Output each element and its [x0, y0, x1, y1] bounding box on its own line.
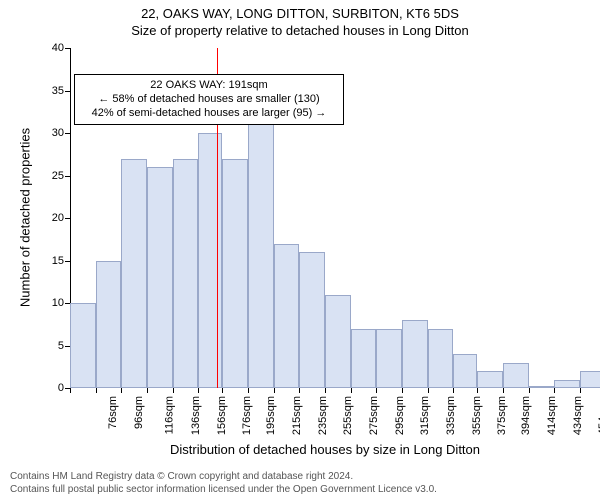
bar [299, 252, 325, 388]
xtick-mark [248, 388, 249, 393]
bar [325, 295, 351, 389]
xtick-label: 275sqm [368, 396, 380, 435]
xtick-mark [503, 388, 504, 393]
xtick-mark [274, 388, 275, 393]
bar [453, 354, 477, 388]
xtick-mark [554, 388, 555, 393]
annotation-line2: ← 58% of detached houses are smaller (13… [81, 93, 337, 107]
bar [529, 386, 555, 388]
ytick-mark [65, 176, 70, 177]
xtick-mark [477, 388, 478, 393]
xtick-mark [173, 388, 174, 393]
xtick-label: 335sqm [445, 396, 457, 435]
bar [222, 159, 248, 389]
footer-text: Contains HM Land Registry data © Crown c… [10, 471, 437, 496]
ytick-mark [65, 303, 70, 304]
xtick-mark [147, 388, 148, 393]
bar [503, 363, 529, 389]
xtick-mark [529, 388, 530, 393]
xtick-label: 156sqm [216, 396, 228, 435]
x-axis-label: Distribution of detached houses by size … [70, 442, 580, 457]
xtick-mark [198, 388, 199, 393]
xtick-mark [376, 388, 377, 393]
ytick-label: 20 [34, 212, 64, 224]
xtick-mark [580, 388, 581, 393]
xtick-label: 355sqm [471, 396, 483, 435]
bar [376, 329, 402, 389]
ytick-label: 25 [34, 170, 64, 182]
bar [554, 380, 580, 389]
xtick-mark [453, 388, 454, 393]
bar [248, 82, 274, 388]
xtick-label: 96sqm [133, 396, 145, 429]
bar [173, 159, 199, 389]
ytick-label: 15 [34, 255, 64, 267]
xtick-label: 195sqm [266, 396, 278, 435]
bar [351, 329, 377, 389]
plot-area: 0510152025303540 76sqm96sqm116sqm136sqm1… [70, 48, 580, 388]
xtick-label: 375sqm [496, 396, 508, 435]
xtick-mark [222, 388, 223, 393]
ytick-mark [65, 346, 70, 347]
bar [580, 371, 600, 388]
chart-container: 22, OAKS WAY, LONG DITTON, SURBITON, KT6… [0, 0, 600, 500]
ytick-mark [65, 261, 70, 262]
xtick-label: 116sqm [164, 396, 176, 434]
bar [274, 244, 300, 389]
xtick-label: 76sqm [107, 396, 119, 429]
ytick-mark [65, 218, 70, 219]
chart-title-line2: Size of property relative to detached ho… [0, 23, 600, 40]
bar [198, 133, 222, 388]
ytick-mark [65, 133, 70, 134]
ytick-mark [65, 91, 70, 92]
ytick-label: 0 [34, 382, 64, 394]
annotation-line3: 42% of semi-detached houses are larger (… [81, 107, 337, 121]
xtick-label: 414sqm [546, 396, 558, 435]
bar [477, 371, 503, 388]
bar [96, 261, 122, 389]
footer-line2: Contains full postal public sector infor… [10, 484, 437, 497]
xtick-mark [70, 388, 71, 393]
annotation-line1: 22 OAKS WAY: 191sqm [81, 79, 337, 93]
bar [428, 329, 454, 389]
xtick-label: 434sqm [572, 396, 584, 435]
ytick-label: 40 [34, 42, 64, 54]
ytick-label: 10 [34, 297, 64, 309]
bar [147, 167, 173, 388]
xtick-label: 315sqm [419, 396, 431, 435]
xtick-label: 295sqm [394, 396, 406, 435]
xtick-label: 235sqm [317, 396, 329, 435]
y-axis-label: Number of detached properties [18, 118, 33, 318]
xtick-mark [428, 388, 429, 393]
xtick-label: 176sqm [241, 396, 253, 435]
xtick-mark [96, 388, 97, 393]
xtick-mark [121, 388, 122, 393]
xtick-label: 215sqm [291, 396, 303, 435]
annotation-box: 22 OAKS WAY: 191sqm ← 58% of detached ho… [74, 74, 344, 125]
xtick-label: 394sqm [521, 396, 533, 435]
ytick-label: 5 [34, 340, 64, 352]
xtick-mark [325, 388, 326, 393]
xtick-label: 255sqm [343, 396, 355, 435]
bar [402, 320, 428, 388]
footer-line1: Contains HM Land Registry data © Crown c… [10, 471, 437, 484]
xtick-mark [299, 388, 300, 393]
ytick-label: 30 [34, 127, 64, 139]
ytick-label: 35 [34, 85, 64, 97]
xtick-label: 136sqm [190, 396, 202, 435]
bar [70, 303, 96, 388]
ytick-mark [65, 48, 70, 49]
bar [121, 159, 147, 389]
xtick-mark [402, 388, 403, 393]
xtick-mark [351, 388, 352, 393]
chart-title-line1: 22, OAKS WAY, LONG DITTON, SURBITON, KT6… [0, 0, 600, 23]
